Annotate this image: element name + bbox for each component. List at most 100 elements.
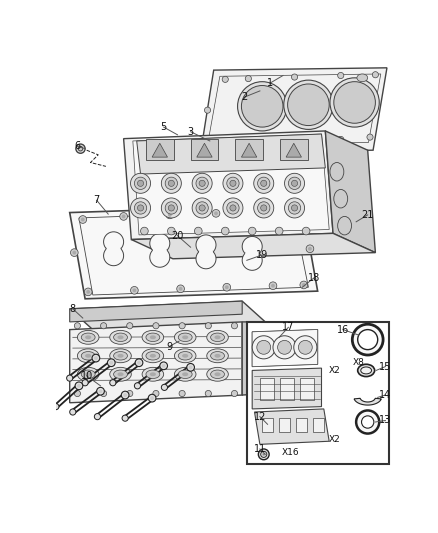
Circle shape xyxy=(291,206,298,213)
Bar xyxy=(280,378,294,400)
Circle shape xyxy=(150,396,154,400)
Text: 9: 9 xyxy=(166,342,172,352)
Polygon shape xyxy=(280,139,307,160)
Circle shape xyxy=(165,202,177,214)
Circle shape xyxy=(168,213,172,217)
Ellipse shape xyxy=(110,330,131,344)
Text: 7: 7 xyxy=(94,195,100,205)
Circle shape xyxy=(92,354,100,362)
Circle shape xyxy=(131,198,151,218)
Ellipse shape xyxy=(113,333,127,342)
Polygon shape xyxy=(252,329,318,367)
Circle shape xyxy=(223,284,231,291)
Circle shape xyxy=(127,322,133,329)
Circle shape xyxy=(298,341,312,354)
Circle shape xyxy=(231,391,237,397)
Circle shape xyxy=(134,177,147,189)
Ellipse shape xyxy=(215,335,221,339)
Circle shape xyxy=(205,107,211,113)
Ellipse shape xyxy=(146,352,160,360)
Ellipse shape xyxy=(150,373,156,376)
Circle shape xyxy=(121,391,129,399)
Ellipse shape xyxy=(117,373,124,376)
Circle shape xyxy=(261,451,267,457)
Circle shape xyxy=(161,173,181,193)
Polygon shape xyxy=(241,143,257,157)
Polygon shape xyxy=(286,143,301,157)
Text: X16: X16 xyxy=(282,448,299,457)
Ellipse shape xyxy=(215,354,221,358)
Bar xyxy=(260,378,274,400)
Text: 11: 11 xyxy=(254,444,266,454)
Circle shape xyxy=(288,202,301,214)
Circle shape xyxy=(120,213,127,220)
Circle shape xyxy=(100,322,107,329)
Circle shape xyxy=(271,284,275,288)
Polygon shape xyxy=(254,409,329,445)
Circle shape xyxy=(135,359,143,367)
Circle shape xyxy=(231,322,237,329)
Circle shape xyxy=(302,227,310,235)
Ellipse shape xyxy=(117,335,124,339)
Ellipse shape xyxy=(81,352,95,360)
Circle shape xyxy=(254,173,274,193)
Circle shape xyxy=(291,180,298,187)
Circle shape xyxy=(166,211,173,219)
Polygon shape xyxy=(208,74,381,145)
Circle shape xyxy=(161,384,167,391)
Text: 14: 14 xyxy=(379,390,392,400)
Circle shape xyxy=(192,198,212,218)
Text: 15: 15 xyxy=(379,361,392,372)
Ellipse shape xyxy=(146,370,160,378)
Circle shape xyxy=(148,394,156,402)
Circle shape xyxy=(227,202,239,214)
Text: X8: X8 xyxy=(352,358,364,367)
Circle shape xyxy=(196,235,216,255)
Circle shape xyxy=(205,322,212,329)
Polygon shape xyxy=(191,139,218,160)
Circle shape xyxy=(225,285,229,289)
Text: 13: 13 xyxy=(379,415,392,425)
Circle shape xyxy=(100,391,107,397)
Circle shape xyxy=(110,361,113,365)
Ellipse shape xyxy=(142,330,164,344)
Circle shape xyxy=(196,249,216,269)
Circle shape xyxy=(153,322,159,329)
Ellipse shape xyxy=(199,242,213,262)
Circle shape xyxy=(79,216,87,223)
Circle shape xyxy=(291,205,298,211)
Ellipse shape xyxy=(78,367,99,381)
Circle shape xyxy=(258,449,269,460)
Ellipse shape xyxy=(85,354,91,358)
Circle shape xyxy=(258,177,270,189)
Bar xyxy=(300,378,314,400)
Circle shape xyxy=(372,71,378,78)
Circle shape xyxy=(242,251,262,270)
Ellipse shape xyxy=(245,244,259,263)
Circle shape xyxy=(103,232,124,252)
Circle shape xyxy=(94,356,98,360)
Circle shape xyxy=(245,140,251,147)
Circle shape xyxy=(284,80,333,130)
Bar xyxy=(313,418,324,432)
Ellipse shape xyxy=(178,352,192,360)
Circle shape xyxy=(294,336,317,359)
Text: 17: 17 xyxy=(282,322,295,332)
Ellipse shape xyxy=(107,239,120,259)
Circle shape xyxy=(179,391,185,397)
Text: 10: 10 xyxy=(81,371,93,381)
Ellipse shape xyxy=(146,333,160,342)
Circle shape xyxy=(273,336,296,359)
Ellipse shape xyxy=(357,74,367,82)
Text: 6: 6 xyxy=(74,141,81,151)
Ellipse shape xyxy=(110,367,131,381)
Circle shape xyxy=(168,180,174,187)
Circle shape xyxy=(361,416,374,428)
Circle shape xyxy=(237,82,287,131)
Circle shape xyxy=(86,290,90,294)
Circle shape xyxy=(127,391,133,397)
Circle shape xyxy=(150,247,170,267)
Circle shape xyxy=(189,366,193,369)
Circle shape xyxy=(288,177,301,189)
Polygon shape xyxy=(252,329,318,367)
